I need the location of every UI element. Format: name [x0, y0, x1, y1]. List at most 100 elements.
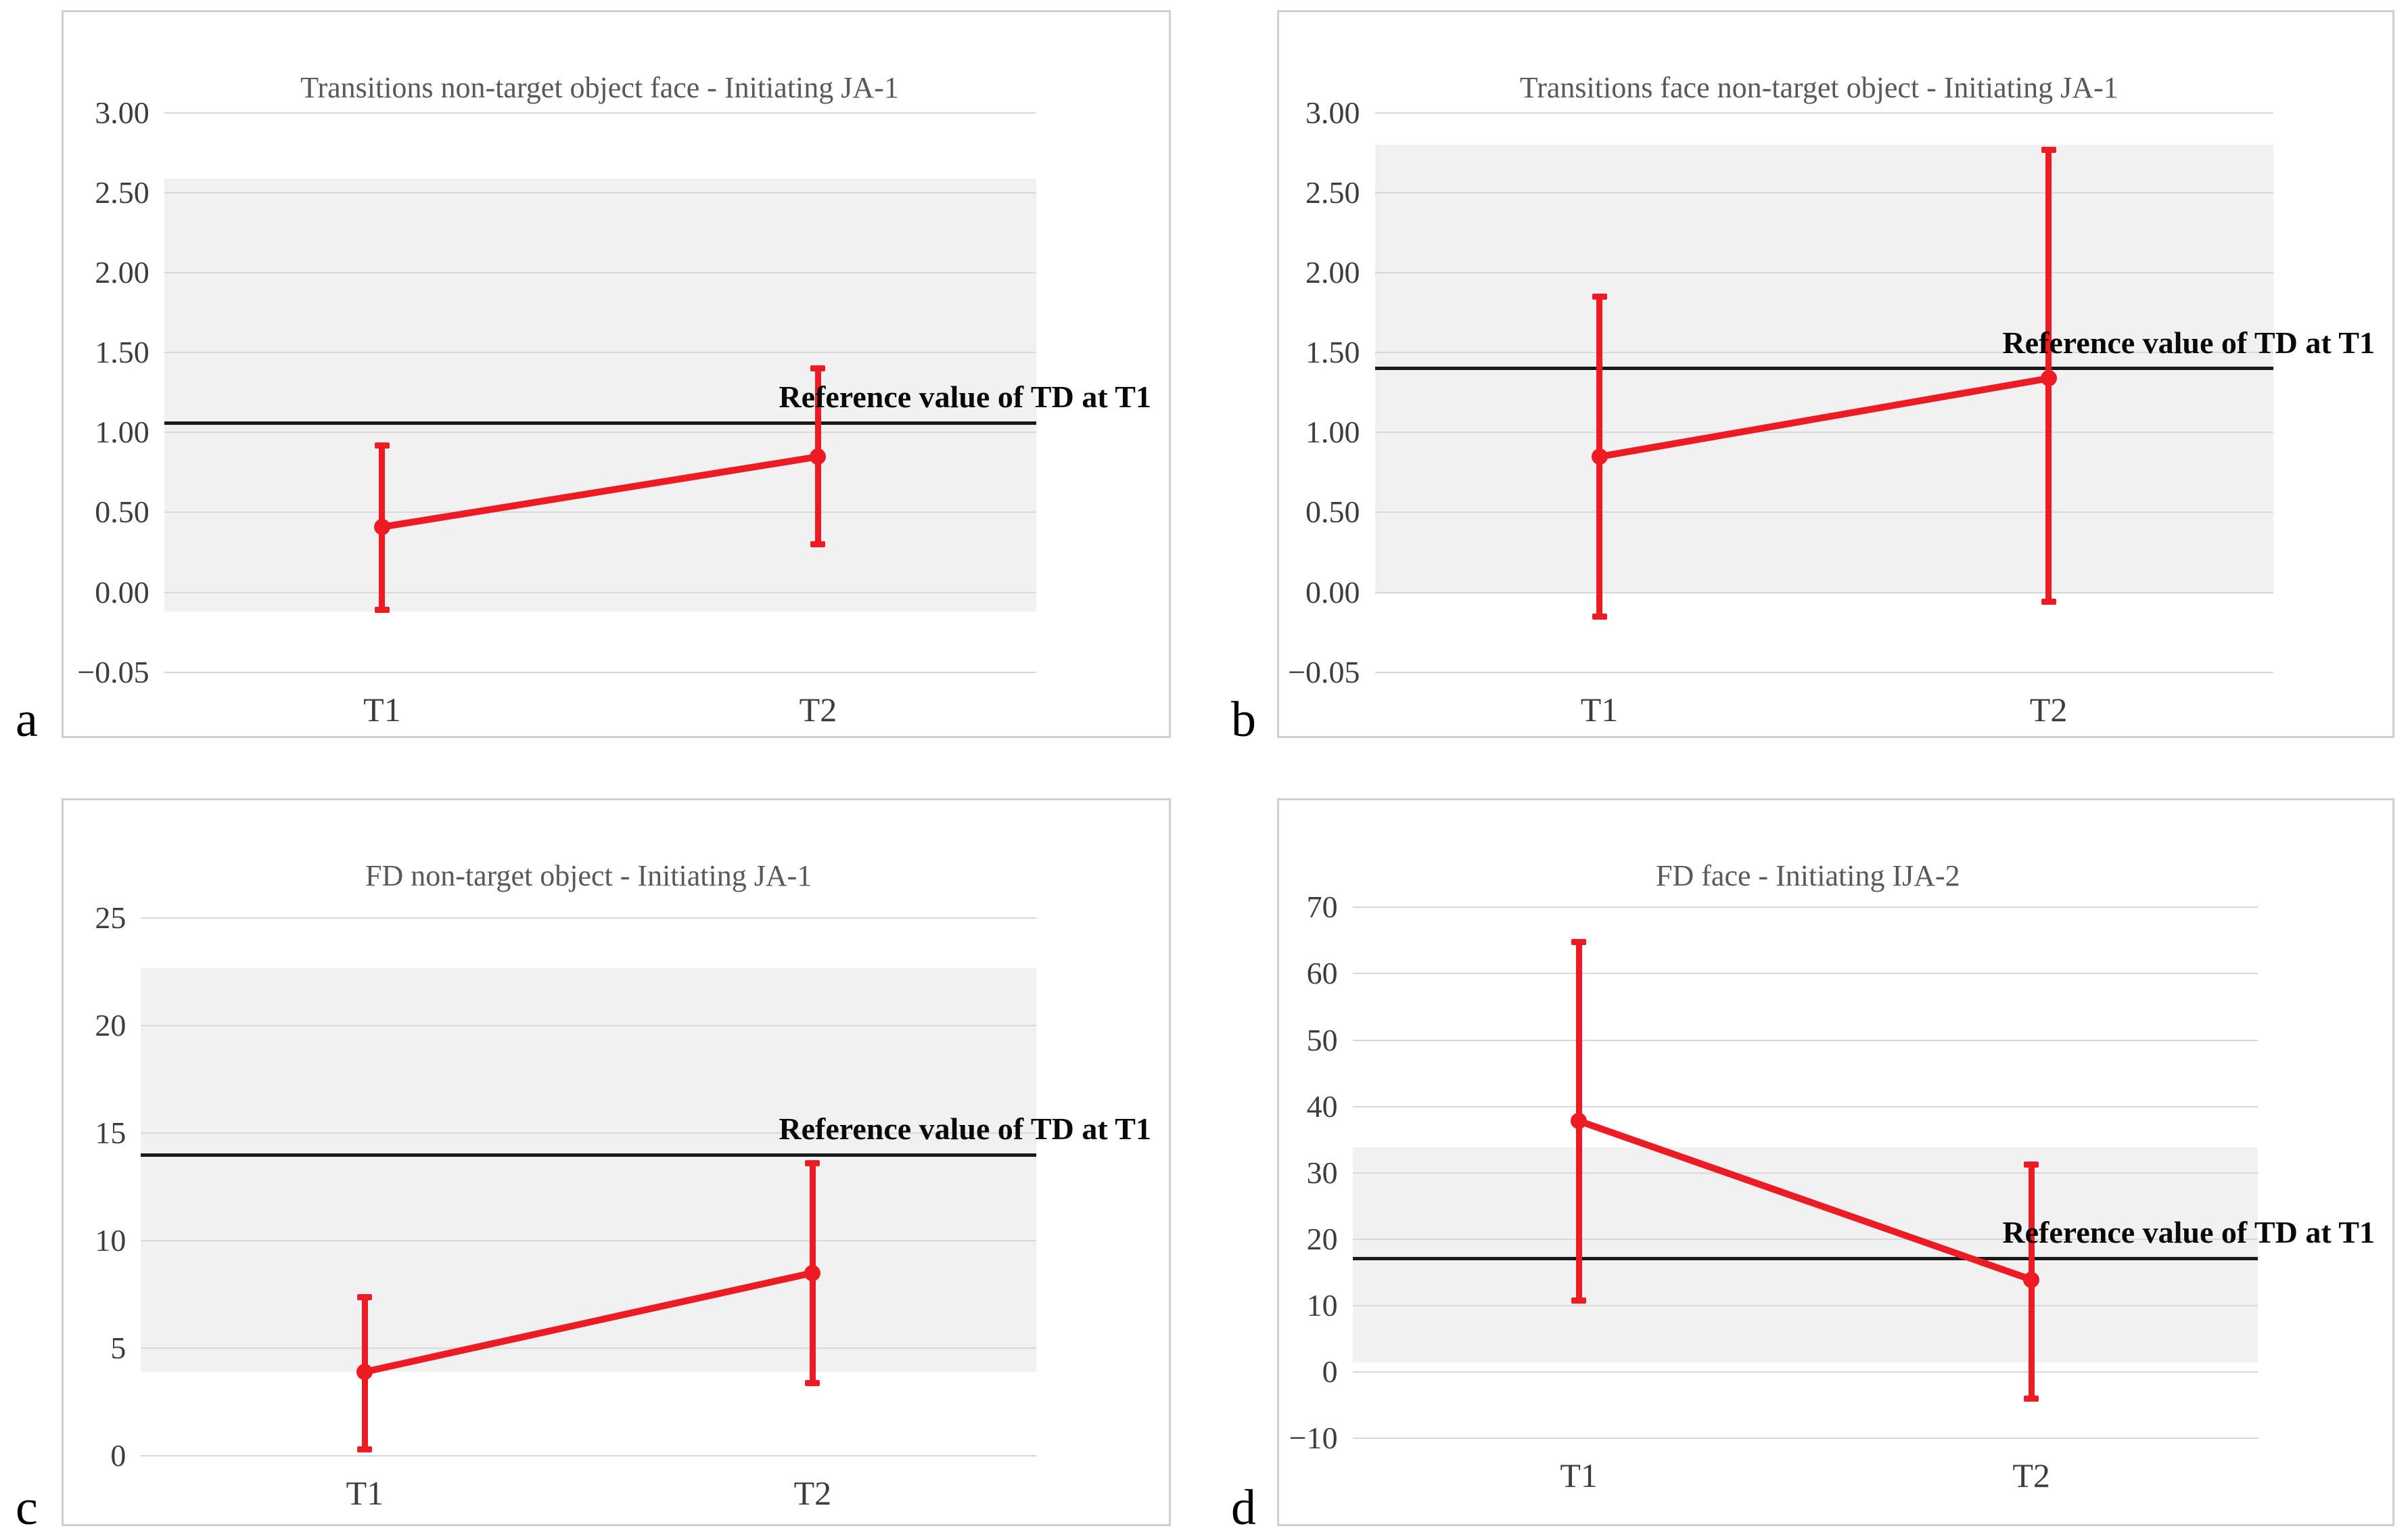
error-bar-cap-upper	[2041, 146, 2056, 153]
y-gridline	[164, 272, 1036, 273]
y-axis-tick-label: −0.05	[77, 654, 149, 689]
error-bar-cap-upper	[1592, 293, 1607, 300]
chart-d-frame: FD face - Initiating IJA-2 70 60 50 40 30 20 1…	[1277, 798, 2394, 1526]
y-gridline	[164, 511, 1036, 513]
y-gridline	[164, 112, 1036, 114]
y-axis-tick-label: 3.00	[1305, 95, 1360, 130]
chart-b-reference-line-label: Reference value of TD at T1	[2002, 325, 2375, 361]
y-axis-tick-label: 0.50	[1305, 495, 1360, 530]
error-bar-cap-upper	[805, 1160, 820, 1167]
chart-d-title: FD face - Initiating IJA-2	[1656, 859, 1960, 892]
y-gridline	[1352, 906, 2258, 909]
x-category-label: T1	[346, 1474, 384, 1513]
error-bar-cap-lower	[357, 1446, 373, 1453]
x-category-label: T2	[799, 690, 837, 729]
y-gridline	[1374, 352, 2273, 354]
y-gridline	[141, 1455, 1036, 1457]
y-gridline	[141, 917, 1036, 919]
y-gridline	[141, 1025, 1036, 1027]
y-axis-tick-label: 0	[1322, 1354, 1338, 1389]
y-axis-tick-label: 50	[1306, 1022, 1338, 1057]
data-point-marker	[356, 1364, 373, 1381]
reference-line	[1352, 1256, 2258, 1260]
panel-a-letter: a	[16, 692, 38, 748]
error-bar-cap-lower	[805, 1379, 820, 1386]
chart-c-reference-line-label: Reference value of TD at T1	[779, 1111, 1151, 1146]
data-point-marker	[2040, 369, 2057, 386]
y-axis-tick-label: 1.50	[1305, 335, 1360, 370]
y-axis-tick-label: 2.00	[95, 255, 149, 290]
y-gridline	[164, 352, 1036, 354]
y-axis-tick-label: 0.00	[95, 574, 149, 610]
error-bar-cap-lower	[374, 607, 390, 614]
chart-b-plot-area: 3.00 2.50 2.00 1.50 1.00 0.50 0.00 −0.05 T1 T2	[1288, 95, 2273, 727]
panel-c-letter: c	[16, 1480, 38, 1536]
chart-a-reference-line-label: Reference value of TD at T1	[779, 380, 1151, 415]
chart-b-title: Transitions face non-target object - Ini…	[1519, 71, 2118, 104]
y-gridline	[164, 671, 1036, 673]
data-point-marker	[1591, 448, 1608, 465]
panel-b-letter: b	[1231, 692, 1256, 748]
chart-b-frame: Transitions face non-target object - Ini…	[1277, 10, 2394, 738]
data-point-marker	[373, 518, 390, 535]
y-axis-tick-label: 5	[110, 1331, 126, 1366]
y-axis-tick-label: 30	[1306, 1155, 1338, 1190]
x-category-label: T2	[2012, 1456, 2050, 1495]
y-axis-tick-label: 20	[1306, 1221, 1338, 1256]
x-category-label: T1	[363, 690, 401, 729]
reference-line	[141, 1153, 1036, 1157]
y-gridline	[141, 1348, 1036, 1350]
y-gridline	[164, 591, 1036, 593]
reference-range-band	[164, 178, 1036, 612]
y-gridline	[1374, 591, 2273, 593]
y-axis-tick-label: 20	[95, 1008, 126, 1043]
y-axis-tick-label: −0.05	[1288, 654, 1360, 689]
y-axis-tick-label: 25	[95, 900, 126, 936]
y-axis-tick-label: 1.50	[95, 335, 149, 370]
y-gridline	[1352, 1238, 2258, 1240]
x-category-label: T1	[1560, 1456, 1598, 1495]
error-bar-cap-upper	[374, 442, 390, 449]
y-gridline	[1352, 1105, 2258, 1107]
y-axis-tick-label: 15	[95, 1116, 126, 1151]
reference-line	[1374, 367, 2273, 371]
data-point-marker	[810, 448, 827, 465]
y-gridline	[1352, 1172, 2258, 1174]
error-bar-cap-upper	[1571, 938, 1587, 945]
error-bar-cap-lower	[1592, 613, 1607, 620]
panel-d: d FD face - Initiating IJA-2 70 60 50 40 30 2…	[1231, 798, 2394, 1533]
data-point-marker	[1571, 1113, 1588, 1130]
panel-a: a Transitions non-target object face - I…	[16, 10, 1171, 745]
y-gridline	[141, 1240, 1036, 1242]
y-gridline	[1352, 1039, 2258, 1041]
y-axis-tick-label: 1.00	[1305, 415, 1360, 450]
data-point-marker	[2023, 1271, 2040, 1288]
chart-a-frame: Transitions non-target object face - Ini…	[62, 10, 1171, 738]
panel-c: c FD non-target object - Initiating JA-1…	[16, 798, 1171, 1533]
x-category-label: T2	[793, 1474, 832, 1513]
chart-d-plot-area: 70 60 50 40 30 20 10 0 −10 T1 T2	[1289, 890, 2258, 1492]
y-gridline	[1374, 432, 2273, 434]
y-gridline	[1352, 1305, 2258, 1307]
error-bar-cap-upper	[357, 1293, 373, 1300]
y-axis-tick-label: 70	[1306, 890, 1338, 925]
reference-range-band	[141, 967, 1036, 1373]
y-axis-tick-label: 3.00	[95, 95, 149, 130]
y-gridline	[1374, 191, 2273, 193]
y-gridline	[1374, 112, 2273, 114]
y-axis-tick-label: 10	[1306, 1288, 1338, 1323]
error-bar-cap-lower	[810, 541, 826, 548]
x-category-label: T2	[2029, 690, 2068, 729]
y-gridline	[1374, 671, 2273, 673]
chart-c-plot-area: 25 20 15 10 5 0 T1 T2	[95, 900, 1036, 1510]
error-bar-cap-upper	[810, 365, 826, 372]
chart-a-title: Transitions non-target object face - Ini…	[300, 71, 899, 104]
y-gridline	[1352, 973, 2258, 975]
y-gridline	[1352, 1438, 2258, 1440]
y-axis-tick-label: 2.00	[1305, 255, 1360, 290]
y-axis-tick-label: 10	[95, 1223, 126, 1258]
y-axis-tick-label: 0.00	[1305, 574, 1360, 610]
y-axis-tick-label: −10	[1289, 1421, 1338, 1456]
y-axis-tick-label: 2.50	[1305, 175, 1360, 210]
